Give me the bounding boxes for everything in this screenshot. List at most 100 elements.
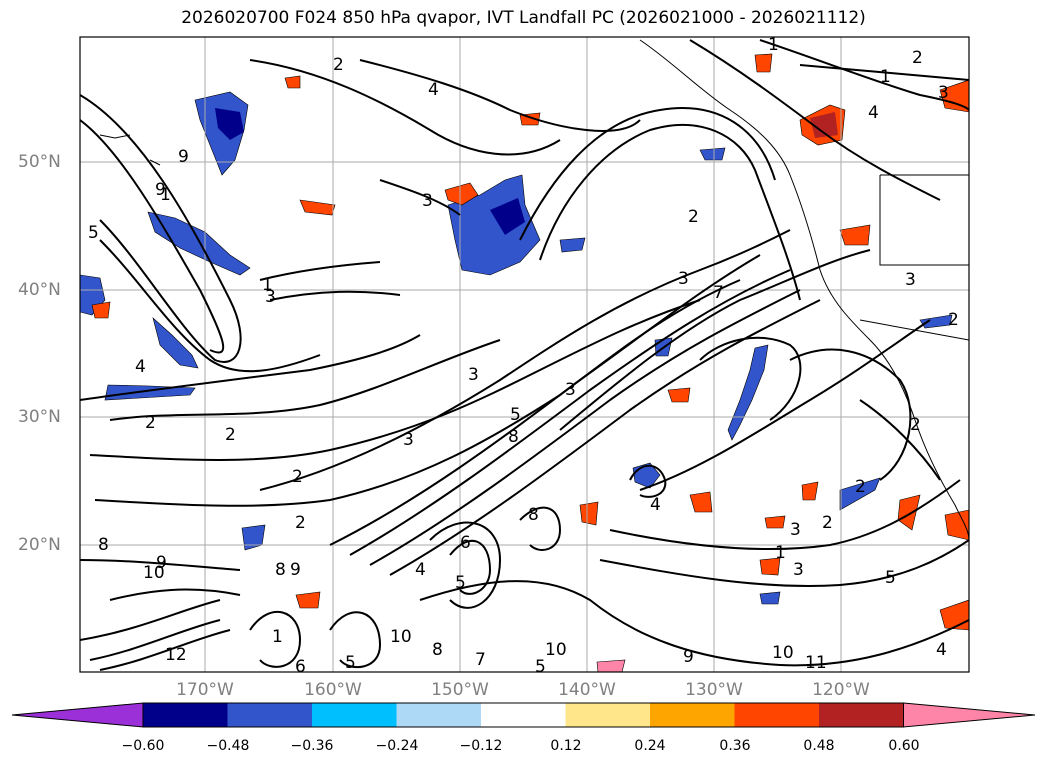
colorbar-tick: −0.24 (375, 738, 419, 754)
contour-label: 2 (910, 415, 921, 435)
lon-label-120w: 120°W (812, 680, 870, 700)
contour-label: 1 (160, 185, 171, 205)
contour-label: 1 (262, 275, 273, 295)
contour-label: 2 (145, 413, 156, 433)
map-frame (79, 36, 970, 673)
colorbar-tick: 0.48 (803, 738, 835, 754)
coastline (99, 39, 969, 541)
contour-label: 6 (460, 533, 471, 553)
contour-label: 4 (428, 80, 439, 100)
colorbar-tick: 0.36 (719, 738, 751, 754)
colorbar-tick: −0.48 (206, 738, 250, 754)
contour-label: 7 (713, 283, 724, 303)
contour-label: 10 (390, 627, 412, 647)
contour-label: 5 (455, 573, 466, 593)
colorbar-tick: −0.12 (459, 738, 503, 754)
lon-label-150w: 150°W (431, 680, 489, 700)
lon-label-160w: 160°W (304, 680, 362, 700)
graticule (80, 37, 969, 672)
contour-label: 2 (855, 477, 866, 497)
contour-label: 4 (650, 495, 661, 515)
contour-label: 4 (135, 357, 146, 377)
colorbar-cell (396, 703, 482, 727)
ivt-contours (80, 39, 969, 671)
contour-label: 5 (535, 657, 546, 677)
contour-label: 1 (775, 543, 786, 563)
contour-label: 8 (508, 427, 519, 447)
contour-label: 8 (528, 505, 539, 525)
lat-label-20n: 20°N (18, 535, 61, 555)
contour-label: 2 (948, 310, 959, 330)
contour-label: 8 (432, 640, 443, 660)
colorbar-cell (312, 703, 397, 727)
contour-label: 2 (912, 48, 923, 68)
colorbar (11, 702, 1036, 728)
contour-label: 3 (265, 287, 276, 307)
lat-label-40n: 40°N (18, 280, 61, 300)
contour-label: 5 (885, 568, 896, 588)
contour-label: 7 (475, 650, 486, 670)
lat-label-50n: 50°N (18, 152, 61, 172)
contour-label: 5 (88, 223, 99, 243)
contour-label: 5 (345, 653, 356, 673)
colorbar-extend-low (11, 702, 144, 728)
colorbar-tick: −0.60 (121, 738, 165, 754)
contour-label: 3 (938, 83, 949, 103)
contour-label: 4 (415, 560, 426, 580)
contour-label: 3 (468, 365, 479, 385)
negative-shading (80, 91, 953, 605)
map-plot: 2 4 1 3 1 2 4 3 9 9 3 2 3 1 2 5 1 3 4 3 … (79, 35, 970, 677)
colorbar-cell (650, 703, 735, 727)
contour-labels: 2 4 1 3 1 2 4 3 9 9 3 2 3 1 2 5 1 3 4 3 … (88, 35, 959, 677)
colorbar-tick: 0.12 (550, 738, 582, 754)
contour-label: 2 (292, 467, 303, 487)
contour-label: 3 (403, 430, 414, 450)
contour-label: 3 (678, 269, 689, 289)
contour-label: 9 (683, 647, 694, 667)
colorbar-cell (565, 703, 651, 727)
colorbar-tick: 0.60 (888, 738, 920, 754)
contour-label: 8 (275, 560, 286, 580)
lon-label-170w: 170°W (176, 680, 234, 700)
contour-label: 4 (868, 103, 879, 123)
contour-label: 1 (880, 67, 891, 87)
lon-label-140w: 140°W (558, 680, 616, 700)
contour-label: 2 (225, 425, 236, 445)
contour-label: 10 (772, 643, 794, 663)
contour-label: 2 (295, 513, 306, 533)
lon-label-130w: 130°W (685, 680, 743, 700)
colorbar-extend-high (903, 702, 1036, 728)
contour-label: 3 (905, 270, 916, 290)
contour-label: 2 (688, 207, 699, 227)
lat-label-30n: 30°N (18, 407, 61, 427)
contour-label: 10 (545, 640, 567, 660)
contour-label: 3 (422, 191, 433, 211)
contour-label: 10 (143, 563, 165, 583)
colorbar-cell (143, 703, 228, 727)
contour-label: 5 (510, 405, 521, 425)
colorbar-cell (819, 703, 904, 727)
colorbar-tick: −0.36 (290, 738, 334, 754)
positive-shading (91, 53, 969, 672)
contour-label: 1 (272, 627, 283, 647)
contour-label: 6 (295, 657, 306, 677)
contour-label: 9 (178, 147, 189, 167)
contour-label: 2 (822, 513, 833, 533)
colorbar-cell (227, 703, 313, 727)
contour-label: 8 (98, 535, 109, 555)
contour-label: 3 (790, 520, 801, 540)
contour-label: 3 (793, 560, 804, 580)
contour-label: 2 (333, 55, 344, 75)
colorbar-border (142, 702, 904, 728)
contour-label: 3 (565, 380, 576, 400)
colorbar-cell (481, 703, 566, 727)
contour-label: 11 (805, 653, 827, 673)
contour-label: 4 (936, 640, 947, 660)
contour-label: 12 (165, 645, 187, 665)
contour-label: 1 (768, 35, 779, 55)
colorbar-tick: 0.24 (634, 738, 666, 754)
contour-label: 9 (156, 553, 167, 573)
contour-label: 9 (290, 560, 301, 580)
contour-label: 9 (155, 180, 166, 200)
colorbar-cell (734, 703, 820, 727)
